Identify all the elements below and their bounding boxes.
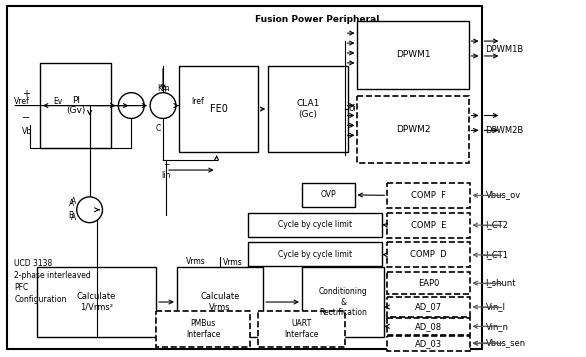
Bar bbox=[258, 311, 345, 347]
Text: EAP0: EAP0 bbox=[418, 279, 439, 288]
Text: DPWM1: DPWM1 bbox=[396, 50, 430, 60]
Text: UART
Interface: UART Interface bbox=[284, 319, 319, 338]
Text: OVP: OVP bbox=[321, 190, 336, 199]
Text: B: B bbox=[69, 211, 74, 220]
Circle shape bbox=[77, 197, 103, 223]
Bar bbox=[156, 311, 250, 347]
Text: Cycle by cycle limit: Cycle by cycle limit bbox=[278, 220, 352, 229]
Text: I_CT1: I_CT1 bbox=[485, 250, 509, 259]
Bar bbox=[387, 242, 469, 267]
Bar bbox=[40, 63, 111, 148]
Text: AD_07: AD_07 bbox=[415, 302, 442, 312]
Text: Calculate
1/Vrms²: Calculate 1/Vrms² bbox=[77, 292, 116, 312]
Text: Cycle by cycle limit: Cycle by cycle limit bbox=[278, 250, 352, 259]
Text: +: + bbox=[123, 97, 131, 107]
Text: COMP  E: COMP E bbox=[411, 221, 446, 230]
Text: Vb: Vb bbox=[22, 127, 32, 136]
Bar bbox=[357, 96, 469, 163]
Text: ⊗: ⊗ bbox=[157, 99, 169, 112]
Text: DPWM1B: DPWM1B bbox=[485, 45, 524, 54]
Text: Km: Km bbox=[157, 84, 169, 93]
Text: UCD 3138
2-phase interleaved
PFC
Configuration: UCD 3138 2-phase interleaved PFC Configu… bbox=[14, 260, 91, 304]
Text: COMP  D: COMP D bbox=[410, 250, 447, 260]
Bar bbox=[387, 272, 469, 294]
Text: −
Iin: − Iin bbox=[161, 160, 171, 180]
Text: −: − bbox=[122, 106, 132, 116]
Text: Vrms: Vrms bbox=[186, 257, 206, 266]
Text: CLA1
(Gc): CLA1 (Gc) bbox=[296, 99, 319, 119]
Text: Vin_l: Vin_l bbox=[485, 302, 506, 312]
Text: Vbus_sen: Vbus_sen bbox=[485, 338, 526, 347]
Text: Vin_n: Vin_n bbox=[485, 322, 509, 331]
Bar bbox=[159, 11, 475, 180]
Text: DPWM2: DPWM2 bbox=[396, 125, 430, 134]
Text: Iref: Iref bbox=[191, 97, 203, 106]
Text: AD_03: AD_03 bbox=[415, 339, 442, 348]
Text: A: A bbox=[71, 197, 76, 206]
Text: Ev: Ev bbox=[53, 97, 62, 106]
Text: PMBus
Interface: PMBus Interface bbox=[186, 319, 220, 338]
Bar bbox=[387, 297, 469, 317]
Text: Ui: Ui bbox=[349, 104, 356, 113]
Text: ⊗: ⊗ bbox=[84, 203, 96, 217]
Circle shape bbox=[118, 93, 144, 119]
Bar bbox=[387, 336, 469, 351]
Bar bbox=[37, 267, 156, 337]
Bar bbox=[268, 66, 347, 152]
Text: DPWM2B: DPWM2B bbox=[485, 126, 524, 135]
Bar bbox=[387, 318, 469, 335]
Text: +: + bbox=[22, 89, 30, 99]
Text: AD_08: AD_08 bbox=[415, 322, 442, 331]
Bar bbox=[357, 21, 469, 89]
Bar bbox=[387, 213, 469, 237]
Text: COMP  F: COMP F bbox=[411, 191, 446, 200]
Bar bbox=[248, 213, 382, 237]
Circle shape bbox=[150, 93, 176, 119]
Text: I_shunt: I_shunt bbox=[485, 278, 516, 287]
Bar bbox=[302, 183, 355, 207]
Bar bbox=[7, 6, 482, 349]
Bar bbox=[179, 66, 258, 152]
Bar bbox=[177, 267, 263, 337]
Text: PI
(Gv): PI (Gv) bbox=[66, 96, 86, 115]
Text: Calculate
Vrms: Calculate Vrms bbox=[200, 292, 240, 312]
Bar bbox=[387, 183, 469, 208]
Text: +: + bbox=[162, 85, 168, 94]
Text: C: C bbox=[156, 124, 161, 133]
Text: Conditioning
&
Rectification: Conditioning & Rectification bbox=[319, 287, 367, 317]
Bar bbox=[248, 242, 382, 266]
Text: Vref: Vref bbox=[14, 97, 30, 106]
Text: FE0: FE0 bbox=[210, 104, 227, 114]
Text: Vbus_ov: Vbus_ov bbox=[485, 190, 521, 199]
Bar bbox=[302, 267, 384, 337]
Text: Fusion Power Peripheral: Fusion Power Peripheral bbox=[255, 15, 379, 24]
Text: I_CT2: I_CT2 bbox=[485, 220, 509, 229]
Text: A: A bbox=[71, 213, 76, 222]
Text: −: − bbox=[22, 114, 30, 124]
Text: A: A bbox=[69, 199, 74, 208]
Text: Vrms: Vrms bbox=[223, 258, 242, 267]
